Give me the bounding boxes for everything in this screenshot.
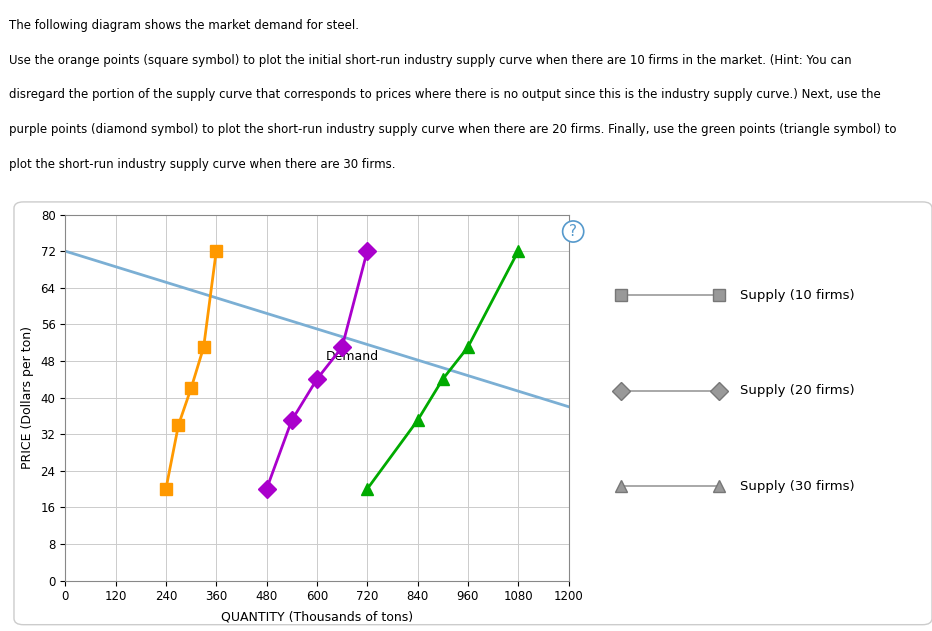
Text: Supply (10 firms): Supply (10 firms) bbox=[740, 289, 855, 302]
Text: plot the short-run industry supply curve when there are 30 firms.: plot the short-run industry supply curve… bbox=[9, 158, 396, 171]
Text: Use the orange points (square symbol) to plot the initial short-run industry sup: Use the orange points (square symbol) to… bbox=[9, 54, 852, 67]
Text: ?: ? bbox=[569, 224, 577, 239]
Text: Supply (20 firms): Supply (20 firms) bbox=[740, 384, 855, 398]
X-axis label: QUANTITY (Thousands of tons): QUANTITY (Thousands of tons) bbox=[221, 610, 413, 623]
Text: purple points (diamond symbol) to plot the short-run industry supply curve when : purple points (diamond symbol) to plot t… bbox=[9, 123, 897, 136]
Text: Demand: Demand bbox=[325, 350, 378, 363]
Text: disregard the portion of the supply curve that corresponds to prices where there: disregard the portion of the supply curv… bbox=[9, 88, 881, 102]
Y-axis label: PRICE (Dollars per ton): PRICE (Dollars per ton) bbox=[21, 326, 34, 469]
Text: The following diagram shows the market demand for steel.: The following diagram shows the market d… bbox=[9, 19, 360, 32]
Text: Supply (30 firms): Supply (30 firms) bbox=[740, 480, 855, 493]
